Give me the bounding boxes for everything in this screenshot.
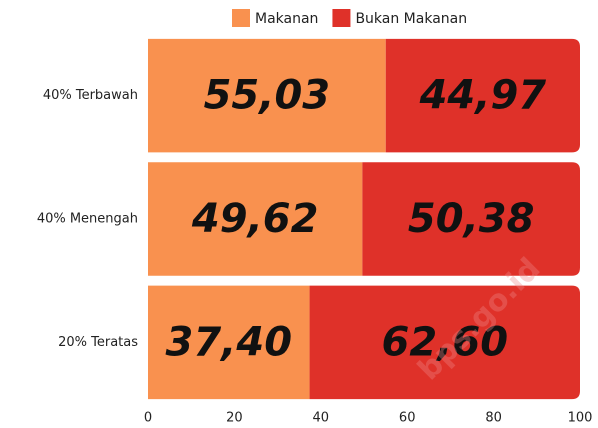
data-label: 44,97	[419, 73, 547, 119]
data-label: 49,62	[191, 196, 319, 242]
bar-segment	[309, 285, 580, 400]
y-tick-label: 20% Teratas	[58, 335, 138, 350]
legend-label: Bukan Makanan	[355, 11, 467, 27]
x-tick-label: 60	[399, 411, 416, 426]
bar-segment	[148, 162, 363, 276]
x-tick-label: 0	[144, 411, 152, 426]
x-tick-label: 40	[313, 411, 330, 426]
y-tick-label: 40% Terbawah	[43, 88, 138, 103]
bar-segment	[385, 38, 580, 153]
data-label: 55,03	[204, 73, 331, 119]
legend-swatch	[232, 9, 250, 27]
bar-segment	[148, 285, 310, 400]
bar-segment	[362, 162, 580, 276]
data-label: 62,60	[382, 319, 509, 365]
y-tick-label: 40% Menengah	[37, 212, 138, 227]
x-tick-label: 100	[568, 411, 593, 426]
data-label: 37,40	[166, 319, 293, 365]
bar-segment	[148, 38, 386, 153]
legend-swatch	[332, 9, 351, 27]
legend-label: Makanan	[255, 11, 318, 27]
x-tick-label: 80	[485, 411, 502, 426]
data-label: 50,38	[408, 196, 535, 242]
x-tick-label: 20	[226, 411, 243, 426]
